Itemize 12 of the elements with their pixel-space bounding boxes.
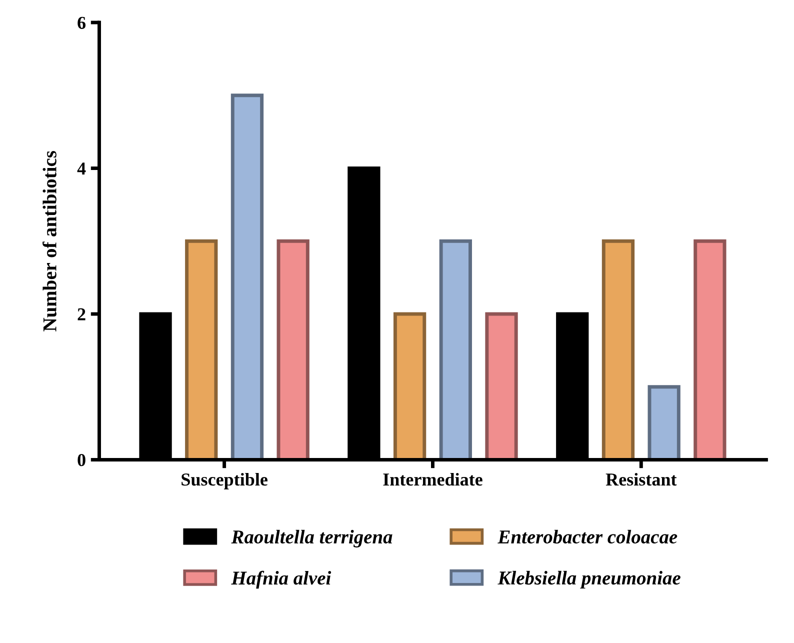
y-tick-label: 0 [78, 454, 86, 466]
y-tick-label: 4 [77, 162, 86, 175]
legend-label: Enterobacter coloacae [498, 530, 678, 544]
x-tick-label: Resistant [606, 472, 677, 486]
y-tick-label: 2 [78, 308, 86, 320]
legend-label: Raoultella terrigena [231, 530, 392, 548]
x-tick-label: Intermediate [383, 472, 482, 486]
legend-label: Hafnia alvei [231, 570, 332, 589]
x-tick-label: Susceptible [182, 472, 268, 490]
y-tick-label: 6 [78, 16, 86, 29]
legend-label: Klebsiella pneumoniae [498, 570, 680, 589]
y-axis-title: Number of antibiotics [42, 151, 56, 332]
